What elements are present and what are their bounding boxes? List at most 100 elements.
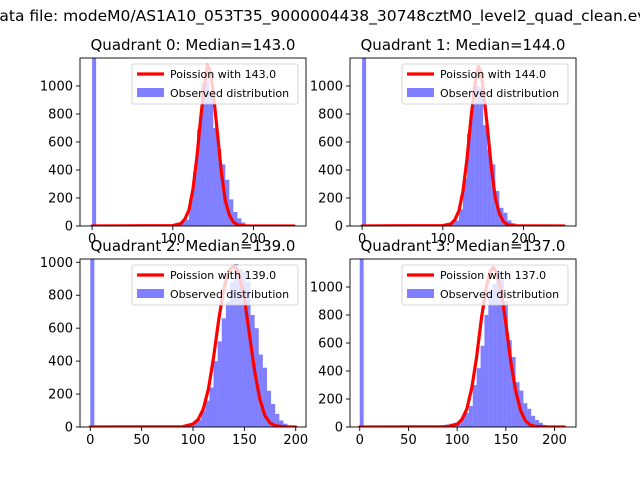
histogram-bar: [464, 413, 469, 427]
histogram-bar: [205, 80, 210, 226]
quadrant-title: Quadrant 3: Median=137.0: [361, 237, 566, 255]
legend-line-label: Poission with 143.0: [170, 68, 276, 81]
histogram-bar: [523, 403, 528, 427]
histogram-bar: [193, 172, 198, 226]
histogram-bar: [209, 387, 214, 427]
y-tick-label: 600: [48, 136, 73, 151]
y-tick-label: 0: [335, 421, 343, 436]
y-tick-label: 600: [48, 322, 73, 337]
histogram-bar: [359, 259, 364, 427]
x-tick-label: 100: [445, 433, 470, 448]
legend: Poission with 143.0 Observed distribution: [131, 63, 299, 105]
histogram-bar: [242, 272, 247, 427]
y-tick-label: 800: [48, 289, 73, 304]
quadrant-3-panel: 0 50 100 150 200 0 200 400 600 800 1000 Poission wi…: [310, 237, 577, 448]
histogram-bar: [496, 270, 501, 427]
histogram-bar: [488, 291, 493, 427]
histogram-bar: [188, 199, 193, 226]
x-tick-label: 200: [511, 232, 536, 247]
y-tick-label: 0: [65, 421, 73, 436]
x-tick-label: 200: [542, 433, 567, 448]
y-tick-label: 800: [48, 108, 73, 123]
histogram-bar: [180, 221, 185, 226]
x-tick-label: 100: [430, 232, 455, 247]
y-tick-label: 400: [48, 164, 73, 179]
histogram-bar: [275, 413, 280, 427]
y-tick-label: 400: [318, 164, 343, 179]
y-tick-label: 1000: [40, 256, 73, 271]
legend-line-label: Poission with 137.0: [440, 269, 546, 282]
histogram-bar: [233, 212, 238, 226]
histogram-bar: [266, 390, 272, 427]
legend-box: [131, 264, 299, 306]
histogram-bar: [475, 86, 480, 226]
legend: Poission with 139.0 Observed distribution: [131, 264, 299, 306]
quadrant-title: Quadrant 0: Median=143.0: [91, 36, 296, 54]
y-tick-label: 1000: [40, 80, 73, 95]
histogram-bar: [237, 218, 242, 226]
histogram-bar: [467, 133, 472, 226]
histogram-bar: [258, 354, 263, 427]
histogram-bar: [461, 417, 465, 427]
histogram-bar: [193, 422, 198, 427]
histogram-bar: [503, 212, 508, 226]
y-tick-label: 200: [48, 388, 73, 403]
legend-line-label: Poission with 144.0: [440, 68, 546, 81]
y-tick-label: 600: [318, 136, 343, 151]
plot-area: [360, 58, 566, 226]
histogram-bar: [271, 403, 276, 427]
histogram-bar: [480, 345, 485, 427]
histogram-bar: [507, 340, 512, 427]
y-tick-label: 800: [318, 108, 343, 123]
x-tick-label: 150: [493, 433, 518, 448]
quadrant-2-panel: 0 50 100 150 200 0 200 400 600 800 1000 Poission wi…: [40, 237, 308, 448]
legend-box: [401, 63, 569, 105]
histogram-bar: [90, 259, 95, 427]
histogram-bar: [535, 420, 539, 427]
histogram-bar: [262, 367, 267, 427]
histogram-bar: [205, 400, 210, 427]
legend-bar-swatch: [407, 289, 434, 298]
histogram-bar: [197, 129, 202, 226]
legend-line-label: Poission with 139.0: [170, 269, 276, 282]
histogram-bar: [538, 422, 543, 427]
histogram-bar: [472, 385, 477, 427]
quadrant-1-panel: 0 100 200 0 200 400 600 800 1000 Poission with 14…: [310, 36, 577, 247]
histogram-bar: [479, 87, 484, 226]
histogram-bar: [225, 301, 230, 427]
y-tick-label: 400: [48, 355, 73, 370]
histogram-bar: [468, 406, 473, 427]
histogram-bar: [184, 219, 189, 226]
histogram-bar: [229, 199, 234, 226]
histogram-bar: [500, 280, 504, 427]
legend-box: [131, 63, 299, 105]
histogram-bar: [471, 104, 476, 226]
x-tick-label: 100: [181, 433, 206, 448]
histogram-bar: [450, 222, 455, 226]
x-tick-label: 50: [400, 433, 417, 448]
histogram-bar: [463, 178, 468, 226]
histogram-bar: [238, 268, 243, 427]
x-tick-label: 150: [232, 433, 257, 448]
legend-bar-label: Observed distribution: [440, 288, 559, 301]
histogram-bar: [487, 149, 492, 226]
histogram-bar: [209, 93, 214, 226]
y-tick-label: 200: [48, 192, 73, 207]
x-tick-label: 50: [133, 433, 150, 448]
histogram-bar: [454, 220, 459, 226]
histogram-bar: [221, 318, 226, 427]
histogram-bar: [476, 368, 481, 427]
y-tick-label: 1000: [310, 281, 343, 296]
histogram-bar: [197, 419, 202, 427]
histogram-bar: [217, 341, 222, 427]
legend-bar-label: Observed distribution: [170, 288, 289, 301]
y-tick-label: 0: [335, 220, 343, 235]
histogram-bar: [201, 410, 206, 427]
legend-bar-swatch: [137, 289, 164, 298]
histogram-bar: [229, 282, 235, 427]
histogram-bar: [511, 357, 516, 427]
histogram-bar: [246, 282, 251, 427]
histogram-bar: [531, 415, 536, 427]
histogram-bar: [201, 83, 206, 226]
